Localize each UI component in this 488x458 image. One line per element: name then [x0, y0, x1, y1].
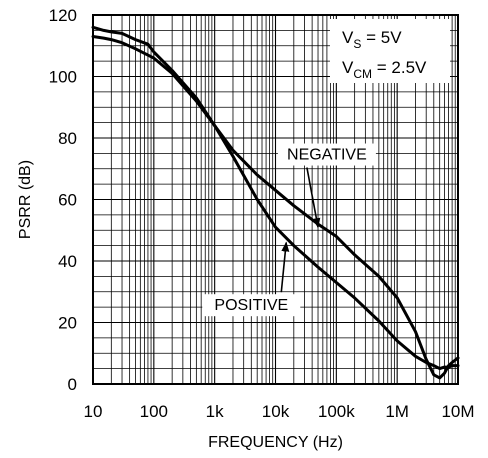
series-label-background: [202, 294, 301, 317]
condition-vcm-value: = 2.5V: [372, 58, 427, 77]
x-tick-label: 10: [84, 402, 103, 421]
series-line: [91, 35, 460, 371]
y-tick-label: 120: [49, 6, 77, 25]
x-tick-label: 1M: [385, 402, 409, 421]
condition-vcm-label: V: [342, 58, 354, 77]
x-tick-label: 10M: [441, 402, 474, 421]
conditions-background: [330, 19, 450, 83]
y-tick-label: 80: [58, 129, 77, 148]
series-arrow: [280, 241, 290, 293]
condition-vs: VS = 5V: [342, 28, 402, 51]
series-lines: [91, 25, 460, 380]
series-arrow: [306, 167, 321, 229]
condition-vs-label: V: [342, 28, 354, 47]
tick-labels: 10 100 1k 10k 100k 1M 10M 0 20 40 60 80 100 120: [49, 6, 475, 421]
y-axis-title: PSRR (dB): [17, 160, 34, 239]
conditions-box: VS = 5V VCM = 2.5V: [330, 19, 450, 83]
x-tick-label: 1k: [206, 402, 224, 421]
series-label: POSITIVE: [214, 297, 288, 314]
series-callouts: NEGATIVE POSITIVE: [202, 143, 376, 317]
y-tick-label: 40: [58, 252, 77, 271]
x-axis-title: FREQUENCY (Hz): [208, 434, 343, 451]
series-label-background: [277, 143, 376, 166]
y-tick-label: 100: [49, 68, 77, 87]
y-tick-label: 0: [68, 375, 77, 394]
x-tick-label: 100: [140, 402, 168, 421]
y-tick-label: 20: [58, 314, 77, 333]
series-line: [91, 25, 460, 380]
condition-vs-sub: S: [353, 37, 361, 51]
condition-vs-value: = 5V: [361, 28, 402, 47]
condition-vcm-sub: CM: [353, 67, 372, 81]
series-label: NEGATIVE: [287, 147, 367, 164]
x-tick-label: 100k: [318, 402, 355, 421]
x-tick-label: 10k: [262, 402, 290, 421]
grid: [93, 15, 458, 384]
condition-vcm: VCM = 2.5V: [342, 58, 427, 81]
plot-frame: [92, 14, 459, 385]
y-tick-label: 60: [58, 191, 77, 210]
